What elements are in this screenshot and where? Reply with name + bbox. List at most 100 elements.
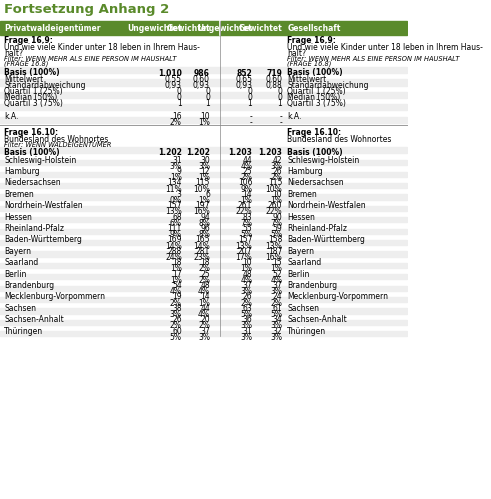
Text: 3%: 3% <box>198 162 210 171</box>
Text: Thüringen: Thüringen <box>4 327 43 336</box>
Text: Brandenburg: Brandenburg <box>287 281 337 290</box>
Text: 0: 0 <box>247 87 252 96</box>
Bar <box>0 297 408 302</box>
Text: 23%: 23% <box>193 253 210 262</box>
Text: Frage 16.9:: Frage 16.9: <box>4 36 53 45</box>
Text: 157: 157 <box>238 236 252 245</box>
Text: 0: 0 <box>247 93 252 102</box>
Text: 59: 59 <box>273 224 282 233</box>
Text: Schleswig-Holstein: Schleswig-Holstein <box>4 156 77 165</box>
Text: 3%: 3% <box>198 333 210 342</box>
Text: Hessen: Hessen <box>4 213 32 222</box>
Text: 2%: 2% <box>241 173 252 182</box>
Text: Sachsen: Sachsen <box>287 304 319 313</box>
Text: 55: 55 <box>243 224 252 233</box>
Text: 2%: 2% <box>170 298 182 307</box>
Text: Mecklenburg-Vorpommern: Mecklenburg-Vorpommern <box>287 292 388 301</box>
Text: Bremen: Bremen <box>4 190 34 199</box>
Text: Nordrhein-Westfalen: Nordrhein-Westfalen <box>4 201 83 210</box>
Bar <box>0 331 408 336</box>
Text: 3%: 3% <box>240 287 252 296</box>
Text: 10: 10 <box>200 112 210 121</box>
Text: Quartil 1 (25%): Quartil 1 (25%) <box>287 87 346 96</box>
Text: Filter: WENN MEHR ALS EINE PERSON IM HAUSHALT: Filter: WENN MEHR ALS EINE PERSON IM HAU… <box>287 55 460 61</box>
Text: 3%: 3% <box>170 310 182 319</box>
Text: Basis (100%): Basis (100%) <box>287 68 343 77</box>
Text: Standardabweichung: Standardabweichung <box>4 81 85 90</box>
Text: 48: 48 <box>200 281 210 290</box>
Text: 63: 63 <box>243 304 252 313</box>
Text: 5%: 5% <box>170 333 182 342</box>
Text: Median (50%): Median (50%) <box>287 93 340 102</box>
Text: 60: 60 <box>172 327 182 336</box>
Text: 13%: 13% <box>236 242 252 250</box>
Text: 1.202: 1.202 <box>158 148 182 157</box>
Text: Brandenburg: Brandenburg <box>4 281 55 290</box>
Text: 68: 68 <box>172 213 182 222</box>
Text: 18: 18 <box>172 258 182 267</box>
Bar <box>0 160 408 166</box>
Text: k.A.: k.A. <box>4 112 19 121</box>
Text: Schleswig-Holstein: Schleswig-Holstein <box>287 156 359 165</box>
Text: 165: 165 <box>195 236 210 245</box>
Text: 0,93: 0,93 <box>165 81 182 90</box>
Text: 25: 25 <box>243 167 252 176</box>
Text: Frage 16.10:: Frage 16.10: <box>4 128 58 137</box>
Text: 1%: 1% <box>198 298 210 307</box>
Text: 31: 31 <box>243 327 252 336</box>
Bar <box>0 308 408 314</box>
Text: 54: 54 <box>172 281 182 290</box>
Text: 0: 0 <box>277 93 282 102</box>
Text: 1%: 1% <box>198 173 210 182</box>
Text: 1%: 1% <box>170 264 182 273</box>
Text: 4%: 4% <box>240 162 252 171</box>
Text: Median (50%): Median (50%) <box>4 93 57 102</box>
Text: 96: 96 <box>200 224 210 233</box>
Text: 10: 10 <box>243 258 252 267</box>
Text: Sachsen: Sachsen <box>4 304 36 313</box>
Text: 18: 18 <box>200 258 210 267</box>
Text: Frage 16.10:: Frage 16.10: <box>287 128 341 137</box>
Text: Gewichtet: Gewichtet <box>166 23 210 32</box>
Bar <box>0 104 408 110</box>
Text: 3%: 3% <box>240 321 252 330</box>
Text: 5%: 5% <box>240 230 252 239</box>
Text: 7%: 7% <box>240 219 252 228</box>
Text: Rheinland-Pfalz: Rheinland-Pfalz <box>4 224 64 233</box>
Bar <box>0 217 408 223</box>
Text: 3: 3 <box>177 190 182 199</box>
Text: 36: 36 <box>243 315 252 324</box>
Text: 1.010: 1.010 <box>158 68 182 77</box>
Text: Standardabweichung: Standardabweichung <box>287 81 369 90</box>
Text: 115: 115 <box>268 179 282 188</box>
Text: 0,55: 0,55 <box>165 75 182 84</box>
Text: Quartil 1 (25%): Quartil 1 (25%) <box>4 87 63 96</box>
Text: 9: 9 <box>177 167 182 176</box>
Text: 52: 52 <box>273 269 282 278</box>
Text: 26: 26 <box>243 292 252 301</box>
Text: 1: 1 <box>205 99 210 108</box>
Text: 11%: 11% <box>165 185 182 194</box>
Bar <box>0 206 408 211</box>
Bar <box>0 183 408 188</box>
Bar <box>0 117 408 123</box>
Text: 1.202: 1.202 <box>186 148 210 157</box>
Text: Bayern: Bayern <box>4 247 31 256</box>
Text: 22%: 22% <box>266 208 282 217</box>
Text: Frage 16.9:: Frage 16.9: <box>287 36 336 45</box>
Text: Fortsetzung Anhang 2: Fortsetzung Anhang 2 <box>4 3 169 16</box>
Text: 5%: 5% <box>270 310 282 319</box>
Text: 13%: 13% <box>266 242 282 250</box>
Text: Rheinland-Pfalz: Rheinland-Pfalz <box>287 224 347 233</box>
Text: 1%: 1% <box>241 264 252 273</box>
Text: Baden-Württemberg: Baden-Württemberg <box>4 236 82 245</box>
Bar <box>0 79 408 86</box>
Bar <box>0 195 408 200</box>
Text: Berlin: Berlin <box>4 269 27 278</box>
Text: 42: 42 <box>273 156 282 165</box>
Text: 261: 261 <box>238 201 252 210</box>
Text: 3%: 3% <box>270 287 282 296</box>
Text: 111: 111 <box>167 224 182 233</box>
Text: 2%: 2% <box>198 264 210 273</box>
Text: 0,65: 0,65 <box>235 75 252 84</box>
